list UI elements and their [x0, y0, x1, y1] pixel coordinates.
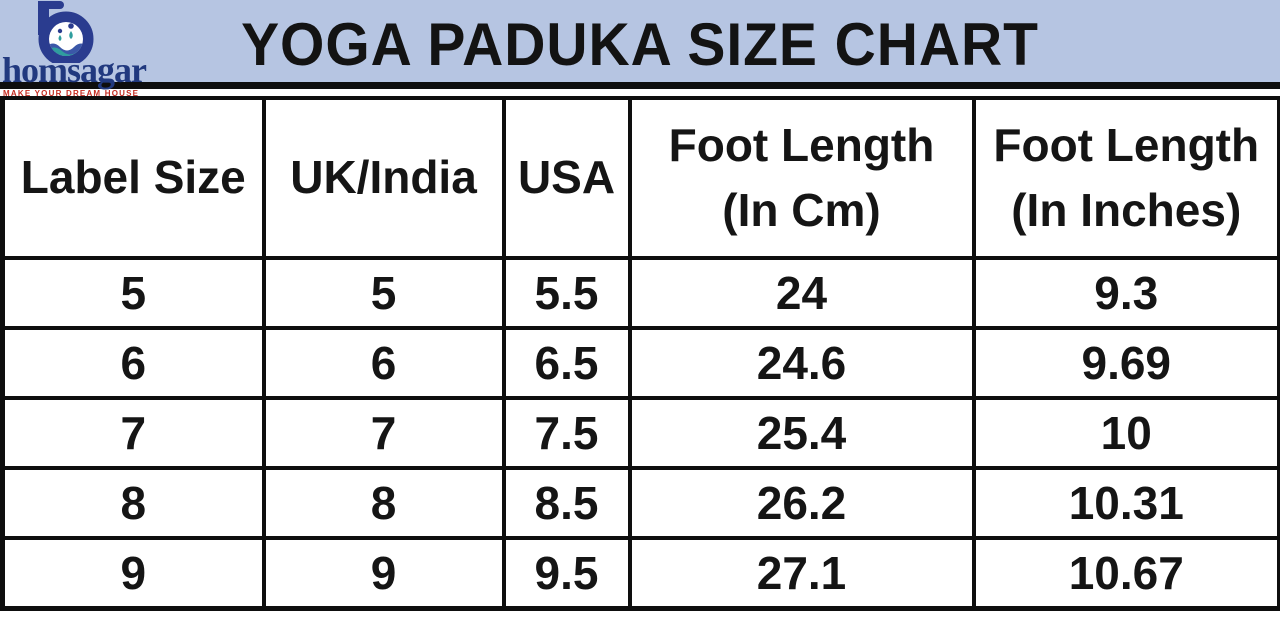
cell-uk-india: 5	[261, 256, 506, 330]
cell-foot-length-cm: 24.6	[627, 326, 976, 400]
title-band: YOGA PADUKA SIZE CHART	[0, 0, 1280, 89]
cell-uk-india: 9	[261, 536, 506, 610]
cell-foot-length-inches: 9.3	[971, 256, 1280, 330]
cell-foot-length-inches: 10	[971, 396, 1280, 470]
page-title: YOGA PADUKA SIZE CHART	[241, 11, 1039, 78]
column-header-text: USA	[517, 151, 616, 204]
column-header-usa: USA	[501, 96, 632, 260]
column-header-text: UK/India	[290, 151, 477, 204]
column-header-foot-length-inches: Foot Length (In Inches)	[971, 96, 1280, 260]
cell-usa: 7.5	[501, 396, 632, 470]
cell-foot-length-cm: 24	[627, 256, 976, 330]
cell-label-size: 6	[0, 326, 266, 400]
cell-foot-length-cm: 25.4	[627, 396, 976, 470]
column-header-text: Label Size	[20, 151, 246, 204]
cell-label-size: 5	[0, 256, 266, 330]
table-row: 9 9 9.5 27.1 10.67	[0, 536, 1280, 610]
table-row: 6 6 6.5 24.6 9.69	[0, 326, 1280, 400]
column-header-text-line2: (In Inches)	[1011, 184, 1242, 236]
brand-tagline: MAKE YOUR DREAM HOUSE	[3, 89, 140, 98]
cell-foot-length-inches: 10.67	[971, 536, 1280, 610]
table-row: 8 8 8.5 26.2 10.31	[0, 466, 1280, 540]
cell-uk-india: 8	[261, 466, 506, 540]
homsagar-logo: homsagar MAKE YOUR DREAM HOUSE	[2, 0, 162, 110]
cell-foot-length-inches: 9.69	[971, 326, 1280, 400]
column-header-foot-length-cm: Foot Length (In Cm)	[627, 96, 976, 260]
table-row: 5 5 5.5 24 9.3	[0, 256, 1280, 330]
column-header-text-line1: Foot Length	[668, 118, 935, 171]
cell-usa: 9.5	[501, 536, 632, 610]
cell-label-size: 9	[0, 536, 266, 610]
cell-usa: 6.5	[501, 326, 632, 400]
column-header-uk-india: UK/India	[261, 96, 506, 260]
cell-uk-india: 7	[261, 396, 506, 470]
cell-foot-length-cm: 26.2	[627, 466, 976, 540]
cell-foot-length-inches: 10.31	[971, 466, 1280, 540]
column-header-label-size: Label Size	[0, 96, 266, 260]
cell-label-size: 7	[0, 396, 266, 470]
cell-foot-length-cm: 27.1	[627, 536, 976, 610]
homsagar-logo-icon	[38, 1, 94, 63]
size-table: Label Size UK/India USA Foot Length (In …	[0, 96, 1280, 611]
header-row: Label Size UK/India USA Foot Length (In …	[0, 96, 1280, 260]
brand-wordmark: homsagar	[2, 50, 147, 90]
column-header-text-line2: (In Cm)	[722, 184, 881, 236]
cell-usa: 8.5	[501, 466, 632, 540]
cell-uk-india: 6	[261, 326, 506, 400]
column-header-text-line1: Foot Length	[993, 118, 1260, 171]
table-row: 7 7 7.5 25.4 10	[0, 396, 1280, 470]
cell-label-size: 8	[0, 466, 266, 540]
cell-usa: 5.5	[501, 256, 632, 330]
